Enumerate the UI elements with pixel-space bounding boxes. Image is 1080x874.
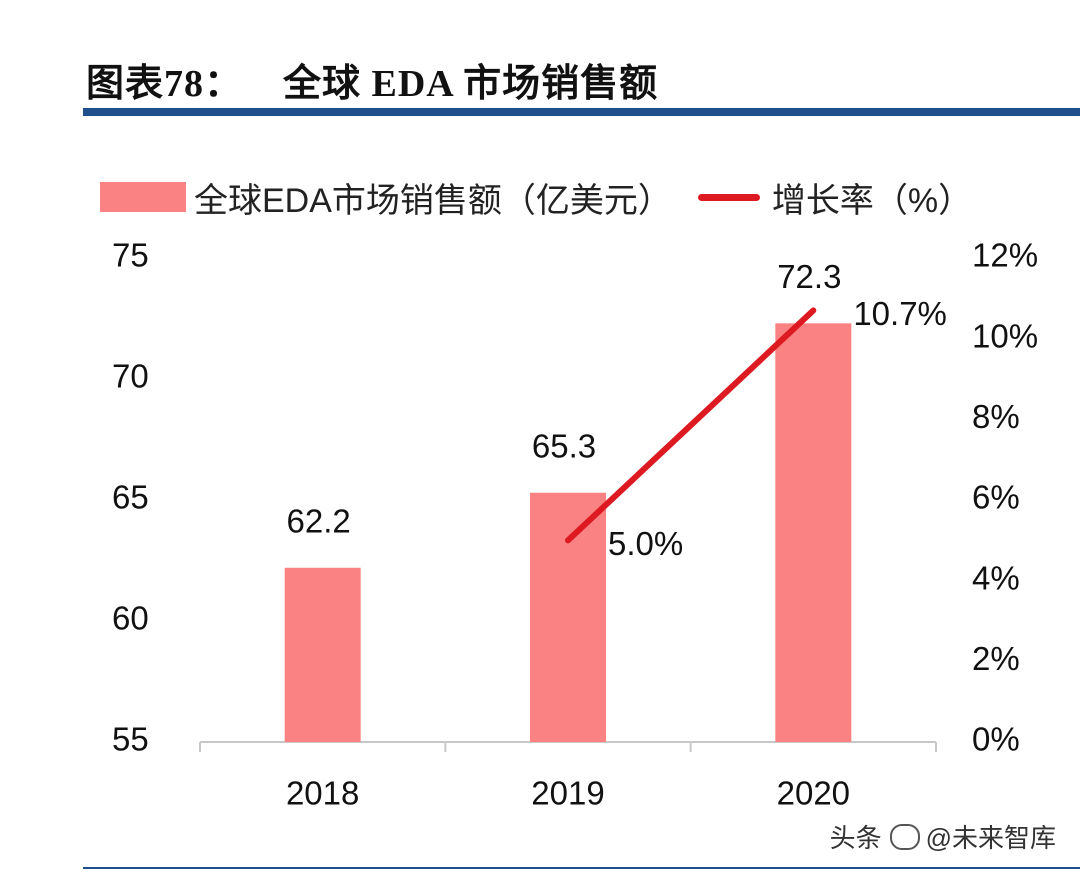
watermark: 头条 @未来智库 bbox=[830, 818, 1056, 855]
y-right-tick-label: 6% bbox=[972, 479, 1020, 516]
bar-2020 bbox=[775, 323, 852, 742]
bar-2019 bbox=[530, 492, 606, 742]
figure-label: 图表78： bbox=[86, 63, 244, 105]
legend-bar-label: 全球EDA市场销售额（亿美元） bbox=[194, 181, 672, 220]
watermark-handle: @未来智库 bbox=[925, 823, 1056, 853]
y-right-tick-label: 0% bbox=[972, 721, 1020, 758]
x-tick-label: 2019 bbox=[531, 775, 604, 812]
bottom-rule bbox=[83, 867, 1080, 869]
x-tick-label: 2018 bbox=[286, 775, 359, 812]
y-left-tick-label: 75 bbox=[112, 237, 149, 274]
growth-rate-label: 5.0% bbox=[608, 525, 683, 562]
growth-rate-line bbox=[565, 307, 817, 544]
y-right-tick-label: 12% bbox=[972, 237, 1038, 274]
y-right-tick-label: 2% bbox=[972, 640, 1020, 677]
y-left-tick-label: 70 bbox=[112, 358, 149, 395]
y-right-tick-label: 8% bbox=[972, 398, 1020, 435]
figure-title: 图表78： 全球 EDA 市场销售额 bbox=[86, 52, 658, 107]
bar-value-label: 65.3 bbox=[532, 427, 596, 464]
figure-title-text: 全球 EDA 市场销售额 bbox=[283, 63, 659, 105]
y-left-tick-label: 65 bbox=[112, 479, 149, 516]
chat-bubble-icon bbox=[889, 823, 920, 850]
chart-legend: 全球EDA市场销售额（亿美元） 增长率（%） bbox=[100, 172, 972, 222]
bar-2018 bbox=[284, 567, 361, 742]
title-rule bbox=[83, 108, 1080, 116]
x-tick-label: 2020 bbox=[777, 775, 850, 812]
y-right-tick-label: 4% bbox=[972, 559, 1020, 596]
y-left-tick-label: 55 bbox=[112, 721, 149, 758]
bar-value-label: 72.3 bbox=[777, 258, 841, 295]
y-right-tick-label: 10% bbox=[972, 317, 1038, 354]
growth-rate-label: 10.7% bbox=[853, 295, 947, 332]
bar-value-label: 62.2 bbox=[287, 502, 351, 539]
watermark-prefix: 头条 bbox=[829, 823, 882, 853]
y-left-tick-label: 60 bbox=[112, 600, 149, 637]
legend-line-label: 增长率（%） bbox=[771, 181, 973, 220]
legend-line-swatch bbox=[697, 193, 760, 201]
legend-bar-swatch bbox=[100, 182, 186, 212]
